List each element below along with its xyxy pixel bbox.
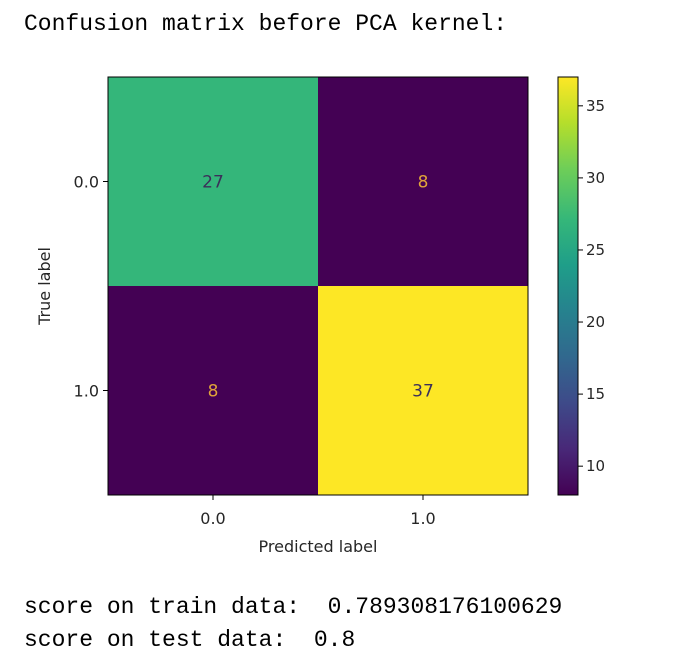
y-ticks: 0.0 1.0 <box>74 173 108 401</box>
colorbar-tick-label: 25 <box>586 241 605 259</box>
heatmap-cell <box>108 286 318 495</box>
heatmap-cell <box>108 77 318 286</box>
train-score-label: score on train data: <box>24 594 301 620</box>
x-tick-label: 0.0 <box>200 509 225 528</box>
colorbar <box>558 77 578 495</box>
colorbar-frame <box>557 76 579 496</box>
y-tick-label: 1.0 <box>74 382 99 401</box>
cell-value-label: 27 <box>202 173 224 193</box>
train-score-value: 0.789308176100629 <box>327 594 563 620</box>
colorbar-tick-label: 20 <box>586 313 605 331</box>
colorbar-ticks: 10 15 20 25 30 35 <box>578 97 605 475</box>
colorbar-tick-label: 15 <box>586 385 605 403</box>
colorbar-tick-label: 35 <box>586 97 605 115</box>
test-score-label: score on test data: <box>24 627 287 653</box>
x-tick-label: 1.0 <box>410 509 435 528</box>
colorbar-tick-label: 10 <box>586 457 605 475</box>
colorbar-tick-label: 30 <box>586 169 605 187</box>
test-score-value: 0.8 <box>313 627 356 653</box>
cell-value-label: 8 <box>418 173 429 193</box>
x-ticks: 0.0 1.0 <box>200 495 436 528</box>
x-axis-label: Predicted label <box>259 537 378 556</box>
heatmap-cell <box>318 77 528 286</box>
y-tick-label: 0.0 <box>74 173 99 192</box>
heatmap-cells: 27 8 8 37 <box>108 77 528 495</box>
y-axis-label: True label <box>35 247 54 326</box>
cell-value-label: 8 <box>208 382 219 402</box>
train-score-line: score on train data: 0.789308176100629 <box>24 594 562 620</box>
confusion-matrix-chart: 27 8 8 37 0.0 1.0 0.0 1.0 Predicted label Tru… <box>35 76 605 556</box>
cell-value-label: 37 <box>412 382 434 402</box>
output-heading: Confusion matrix before PCA kernel: <box>24 11 508 37</box>
plot-frame <box>107 76 529 496</box>
heatmap-cell <box>318 286 528 495</box>
test-score-line: score on test data: 0.8 <box>24 627 355 653</box>
